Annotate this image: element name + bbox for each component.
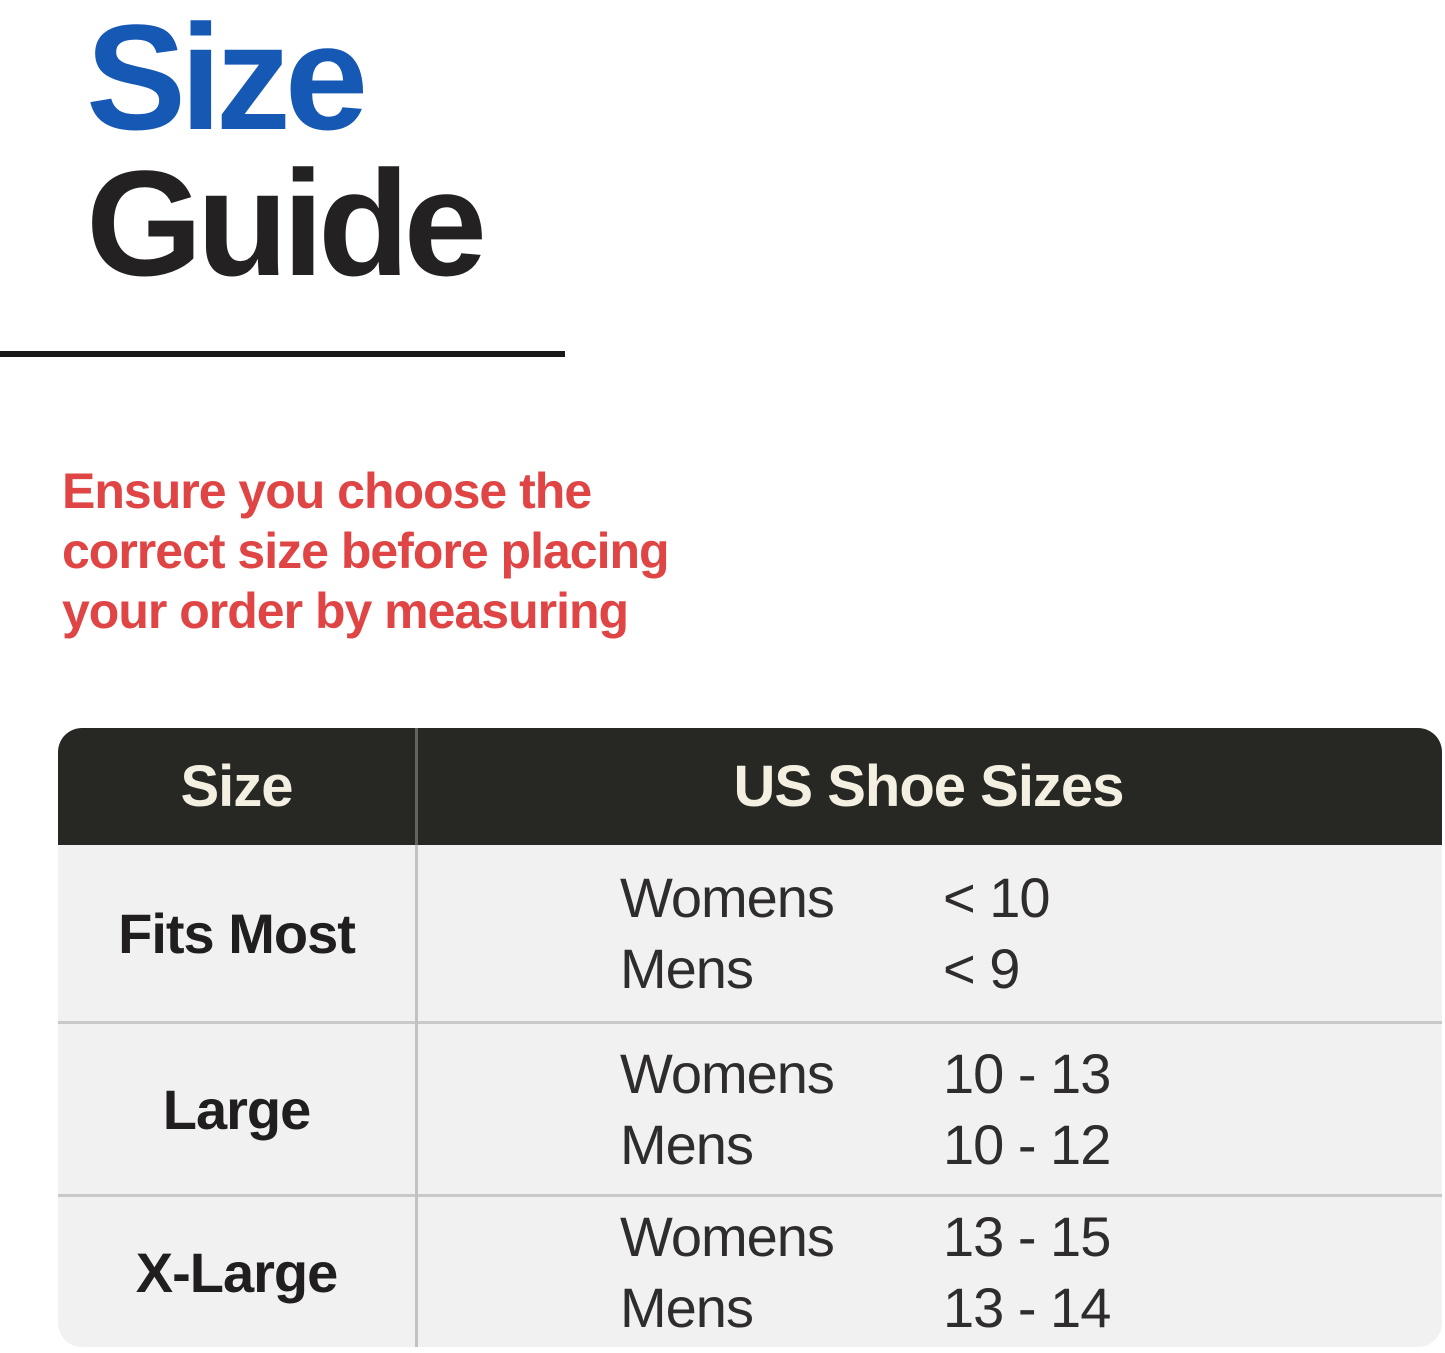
shoe-size-entry: Womens < 10 [620,862,1442,933]
table-header-us-shoe-sizes: US Shoe Sizes [733,754,1125,819]
size-cell: Fits Most [118,901,356,965]
size-range-value: 13 - 14 [943,1276,1111,1339]
page-title: Size Guide [86,0,487,307]
size-cell: Large [162,1077,312,1141]
note-line-2: correct size before placing [62,523,670,579]
table-header-row: Size US Shoe Sizes [58,728,1442,845]
table-row-x-large: X-Large Womens 13 - 15 Mens 13 - 14 [58,1194,1442,1347]
gender-label: Mens [620,937,754,1000]
shoe-size-entry: Womens 10 - 13 [620,1038,1442,1109]
table-row-fits-most: Fits Most Womens < 10 Mens < 9 [58,845,1442,1021]
shoe-size-entry: Mens 13 - 14 [620,1272,1442,1343]
note-line-1: Ensure you choose the [62,463,592,519]
table-row-large: Large Womens 10 - 13 Mens 10 - 12 [58,1021,1442,1194]
page-title-size: Size [86,0,368,161]
gender-label: Womens [620,1042,835,1105]
size-cell: X-Large [135,1240,339,1304]
note-line-3: your order by measuring [62,583,629,639]
shoe-size-entry: Womens 13 - 15 [620,1201,1442,1272]
size-range-value: 10 - 12 [943,1113,1111,1176]
gender-label: Womens [620,1205,835,1268]
table-header-size: Size [180,754,293,819]
page-title-guide: Guide [86,139,487,307]
title-underline [0,351,565,357]
shoe-size-entry: Mens < 9 [620,933,1442,1004]
size-range-value: < 9 [943,937,1020,1000]
size-note: Ensure you choose the correct size befor… [62,461,670,641]
gender-label: Mens [620,1113,754,1176]
gender-label: Womens [620,866,835,929]
column-divider [415,728,418,1347]
shoe-sizes-cell: Womens 10 - 13 Mens 10 - 12 [415,1024,1442,1194]
size-range-value: < 10 [943,866,1051,929]
shoe-sizes-cell: Womens < 10 Mens < 9 [415,845,1442,1021]
gender-label: Mens [620,1276,754,1339]
shoe-sizes-cell: Womens 13 - 15 Mens 13 - 14 [415,1197,1442,1347]
size-range-value: 13 - 15 [943,1205,1111,1268]
size-range-value: 10 - 13 [943,1042,1111,1105]
shoe-size-entry: Mens 10 - 12 [620,1109,1442,1180]
size-table: Size US Shoe Sizes Fits Most Womens < 10… [58,728,1442,1347]
